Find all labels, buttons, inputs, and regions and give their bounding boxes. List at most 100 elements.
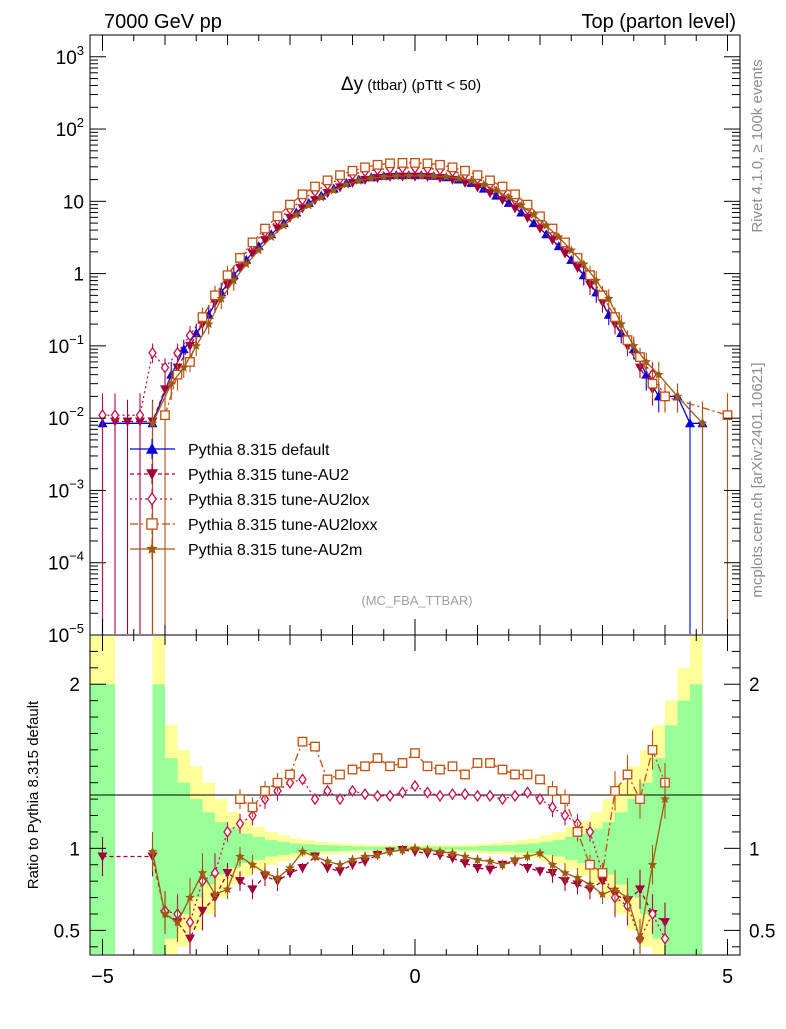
plot-title: Δy (ttbar) (pTtt < 50) xyxy=(341,74,481,95)
y-tick-exponent: 3 xyxy=(77,43,84,58)
data-point xyxy=(629,340,639,350)
ratio-point xyxy=(185,892,195,902)
data-point xyxy=(160,410,170,421)
plot-title-symbol: Δy xyxy=(341,74,364,95)
ratio-point xyxy=(172,917,183,927)
ratio-point xyxy=(347,764,358,775)
data-point xyxy=(110,409,120,422)
data-point xyxy=(529,209,539,219)
ratio-point xyxy=(460,859,470,869)
ratio-point xyxy=(373,789,382,802)
legend-item: Pythia 8.315 tune-AU2loxx xyxy=(130,514,377,534)
ratio-point xyxy=(410,843,420,853)
ratio-point xyxy=(485,789,495,802)
data-point xyxy=(254,245,264,255)
ratio-point xyxy=(297,736,308,747)
ratio-point xyxy=(235,851,245,861)
data-point xyxy=(522,213,533,223)
y-tick-exponent: −3 xyxy=(69,476,84,491)
uncertainty-band-inner xyxy=(377,846,390,850)
legend-marker xyxy=(146,443,158,454)
uncertainty-band-inner xyxy=(290,843,303,854)
ratio-point xyxy=(385,761,395,772)
uncertainty-band-inner xyxy=(565,836,578,860)
data-point xyxy=(685,418,695,428)
data-point xyxy=(247,249,258,259)
ratio-point xyxy=(222,868,233,878)
ratio-point xyxy=(435,846,445,856)
data-point xyxy=(160,385,170,395)
data-point xyxy=(585,270,595,281)
uncertainty-band-inner xyxy=(415,846,428,850)
legend-label: Pythia 8.315 tune-AU2 xyxy=(188,467,349,484)
y-tick-base: 1 xyxy=(73,265,84,286)
uncertainty-band-inner xyxy=(90,684,115,954)
ratio-point xyxy=(610,884,620,894)
legend-item: Pythia 8.315 tune-AU2 xyxy=(130,464,349,484)
ratio-point xyxy=(548,801,557,814)
data-point xyxy=(497,196,508,206)
ratio-point xyxy=(535,774,545,785)
ratio-frame xyxy=(89,634,741,956)
data-point xyxy=(241,259,251,269)
data-point xyxy=(410,158,420,168)
ratio-point xyxy=(522,769,533,780)
ratio-point xyxy=(472,854,483,864)
ratio-point xyxy=(622,769,633,780)
legend-label: Pythia 8.315 tune-AU2loxx xyxy=(188,517,377,534)
data-point xyxy=(497,181,508,192)
ratio-point xyxy=(297,846,308,856)
uncertainty-band-inner xyxy=(215,822,228,875)
uncertainty-band-inner xyxy=(252,836,265,860)
data-point xyxy=(572,263,583,273)
uncertainty-band-inner xyxy=(402,846,415,850)
data-point xyxy=(166,378,176,388)
data-point xyxy=(416,170,426,180)
ratio-point xyxy=(635,933,645,943)
ratio-point xyxy=(560,794,570,805)
data-point xyxy=(422,158,433,169)
y-tick-label: 1 xyxy=(73,265,84,286)
data-point xyxy=(454,173,464,183)
ratio-point xyxy=(473,789,482,802)
data-point xyxy=(272,224,283,234)
data-point xyxy=(222,270,233,281)
ratio-point xyxy=(422,845,433,854)
x-tick-label: 0 xyxy=(409,966,420,988)
uncertainty-band-inner xyxy=(340,845,353,851)
data-point xyxy=(385,158,395,169)
ratio-point xyxy=(235,794,245,805)
ratio-point xyxy=(335,792,345,806)
x-tick-label: 5 xyxy=(722,966,733,988)
data-point xyxy=(510,189,520,200)
uncertainty-band-inner xyxy=(352,846,365,851)
data-point xyxy=(391,171,401,181)
ratio-point xyxy=(235,877,245,887)
ratio-point xyxy=(635,794,645,805)
ratio-point xyxy=(622,892,633,902)
ratio-point xyxy=(335,859,345,869)
ratio-point xyxy=(522,851,533,861)
ratio-point xyxy=(285,776,295,789)
data-point xyxy=(553,241,564,251)
ratio-point xyxy=(560,809,570,822)
data-point xyxy=(247,237,258,248)
uncertainty-band-inner xyxy=(515,844,528,853)
ratio-point xyxy=(585,859,595,870)
ratio-point xyxy=(397,758,408,768)
ratio-y-tick-label-right: 2 xyxy=(749,675,760,696)
legend-marker xyxy=(146,518,158,530)
ratio-point xyxy=(572,827,583,837)
ratio-point xyxy=(372,753,383,763)
y-tick-base: 10 xyxy=(56,120,77,141)
data-point xyxy=(566,245,576,255)
data-point xyxy=(460,165,470,176)
legend-label: Pythia 8.315 tune-AU2lox xyxy=(188,492,369,509)
ratio-y-tick-label-right: 1 xyxy=(749,839,760,860)
uncertainty-band-inner xyxy=(390,846,403,850)
ratio-point xyxy=(447,761,458,772)
data-point xyxy=(722,410,733,421)
ratio-point xyxy=(435,789,445,802)
uncertainty-band-inner xyxy=(427,846,440,850)
data-point xyxy=(210,290,220,301)
